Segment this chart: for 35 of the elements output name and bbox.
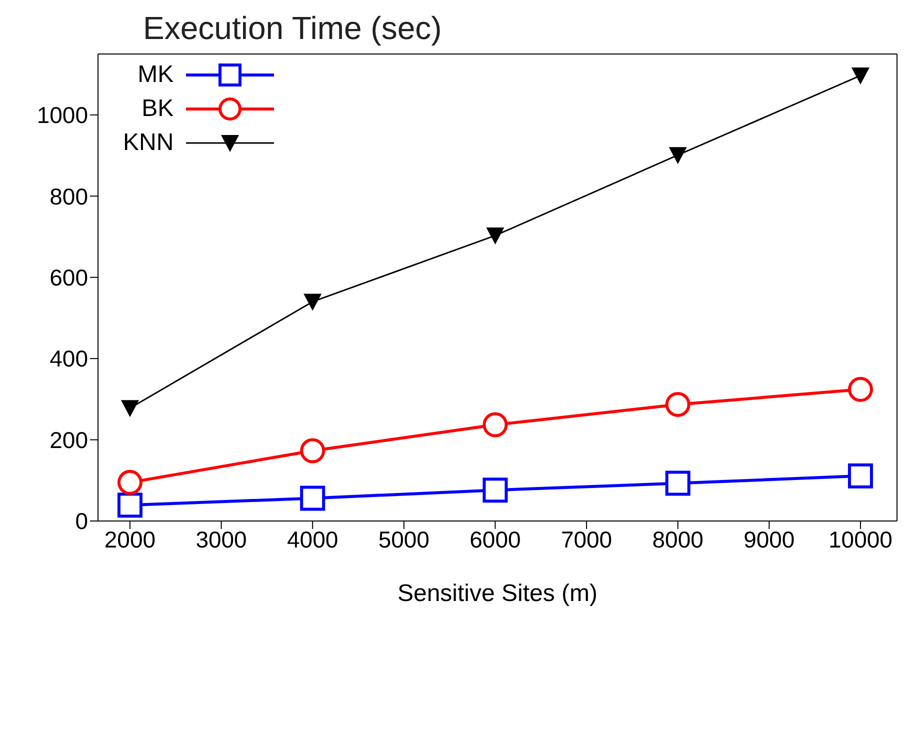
point (304, 294, 322, 311)
x-tick-label: 8000 (652, 526, 704, 552)
x-tick-label: 9000 (744, 526, 795, 552)
y-tick-label: 1000 (36, 102, 88, 128)
point (117, 492, 142, 518)
y-tick-label: 400 (50, 346, 88, 372)
x-tick-label: 2000 (104, 526, 156, 552)
y-tick-label: 600 (50, 264, 88, 291)
y-tick-label: 800 (50, 183, 88, 210)
point (665, 392, 690, 417)
point (120, 400, 139, 418)
x-tick-label: 5000 (378, 526, 430, 552)
y-tick-label: 0 (75, 508, 88, 534)
x-tick-label: 6000 (470, 526, 521, 552)
x-tick-label: 3000 (196, 526, 247, 552)
y-axis-title: Execution Time (sec) (143, 10, 442, 47)
point (665, 470, 690, 496)
point (851, 68, 870, 85)
point (482, 478, 508, 503)
point (668, 147, 687, 164)
legend-label: BK (142, 95, 174, 123)
y-tick-label: 200 (50, 426, 88, 453)
point (848, 463, 873, 488)
x-axis-title: Sensitive Sites (m) (397, 580, 598, 607)
x-tick-label: 7000 (560, 526, 612, 552)
legend-label: KNN (123, 129, 174, 157)
point (848, 376, 873, 402)
point (300, 438, 326, 464)
x-tick-label: 10000 (828, 526, 892, 552)
point (300, 486, 326, 511)
point (117, 470, 142, 495)
point (486, 228, 504, 245)
legend-label: MK (138, 61, 174, 89)
x-tick-label: 4000 (287, 526, 338, 552)
point (482, 412, 508, 438)
